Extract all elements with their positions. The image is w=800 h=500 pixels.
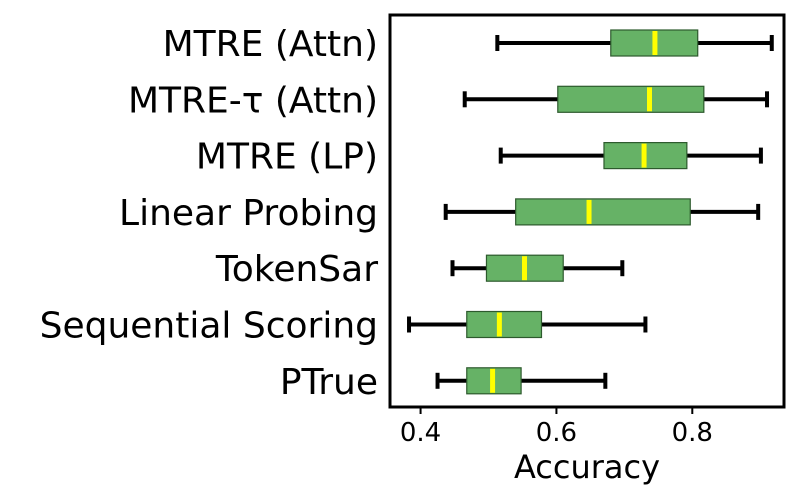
plot-area [407,29,774,395]
category-label: TokenSar [215,249,378,290]
category-labels: MTRE (Attn) MTRE-τ (Attn) MTRE (LP) Linear … [40,24,379,403]
box-group [495,29,774,57]
category-label: PTrue [280,362,378,403]
x-tick-label: 0.6 [536,418,577,448]
box-group [450,254,625,282]
x-axis-title: Accuracy [514,448,660,486]
box-group [407,310,648,339]
category-label: MTRE-τ (Attn) [128,80,378,121]
category-label: MTRE (Attn) [163,24,378,65]
iqr-box [557,85,705,113]
x-tick-label: 0.8 [672,418,713,448]
box-group [498,142,763,170]
category-label: Sequential Scoring [40,306,378,347]
iqr-box [466,310,543,339]
iqr-box [515,198,691,226]
plot-frame [388,13,786,409]
x-tick-label: 0.4 [400,418,441,448]
category-label: MTRE (LP) [196,137,378,178]
box-group [462,85,770,113]
x-axis: 0.4 0.6 0.8 [400,407,713,448]
box-group [435,367,608,395]
category-label: Linear Probing [119,193,378,234]
box-group [443,198,761,226]
